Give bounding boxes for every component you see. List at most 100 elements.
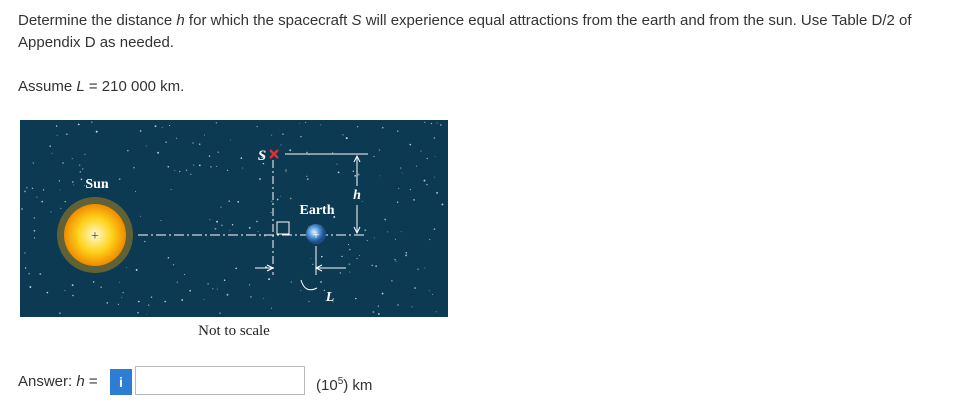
star <box>337 171 340 174</box>
star <box>137 312 139 314</box>
star <box>436 122 438 124</box>
star <box>280 144 282 146</box>
star <box>133 166 135 169</box>
star <box>371 264 373 267</box>
star <box>305 122 307 124</box>
star <box>178 170 181 173</box>
L-leader <box>300 279 318 291</box>
star <box>64 290 66 292</box>
star <box>176 281 178 283</box>
star <box>212 288 214 290</box>
star <box>59 189 61 191</box>
star <box>377 305 379 307</box>
info-icon[interactable]: i <box>110 369 132 395</box>
text: for which the spacecraft <box>184 12 352 29</box>
star <box>310 258 312 259</box>
star <box>339 272 341 274</box>
star <box>373 237 375 239</box>
star <box>106 302 109 304</box>
star <box>347 244 350 246</box>
star <box>29 286 32 288</box>
text: h <box>176 12 185 29</box>
text: Assume <box>18 78 77 95</box>
star <box>396 201 399 203</box>
star <box>56 134 58 136</box>
star <box>167 257 170 259</box>
answer-input[interactable] <box>135 366 305 395</box>
star <box>144 240 146 243</box>
star <box>306 151 308 154</box>
star <box>259 178 261 180</box>
star <box>409 188 412 191</box>
star <box>220 206 222 208</box>
caption: Not to scale <box>198 323 270 339</box>
star <box>154 125 157 128</box>
text: = 210 000 km. <box>84 78 185 95</box>
star <box>366 239 369 242</box>
star <box>396 130 399 132</box>
star <box>417 268 419 270</box>
star <box>264 235 266 237</box>
star <box>285 170 287 172</box>
star <box>122 291 124 294</box>
star <box>139 130 142 132</box>
star <box>381 127 383 129</box>
star <box>28 273 30 275</box>
star <box>185 169 188 171</box>
star <box>397 304 399 306</box>
star <box>426 157 428 160</box>
star <box>332 301 334 303</box>
star <box>348 248 351 251</box>
star <box>43 189 45 191</box>
star <box>219 312 221 314</box>
star <box>193 164 195 166</box>
star <box>261 156 264 159</box>
star <box>36 196 38 198</box>
text: 5 <box>337 376 344 387</box>
star <box>24 252 26 254</box>
star <box>289 197 292 200</box>
star <box>289 149 292 152</box>
star <box>352 170 355 173</box>
star <box>33 237 36 239</box>
star <box>256 126 258 128</box>
star <box>332 152 334 154</box>
star <box>323 289 326 291</box>
text: (10 <box>316 377 338 394</box>
stars <box>21 121 444 316</box>
star <box>41 200 44 203</box>
star <box>364 229 367 232</box>
spacecraft <box>269 149 279 159</box>
star <box>216 220 219 223</box>
star <box>192 142 194 144</box>
star <box>413 198 415 201</box>
h-label: h <box>353 188 361 203</box>
star <box>135 269 138 271</box>
star <box>306 178 309 180</box>
star <box>95 130 98 133</box>
star <box>391 280 393 282</box>
star <box>214 227 217 230</box>
star <box>51 152 53 154</box>
question: Determine the distance h for which the s… <box>18 10 948 54</box>
text: will experience equal attractions from t… <box>18 12 912 51</box>
sun <box>64 204 126 266</box>
star <box>345 137 348 140</box>
text: ) km <box>343 377 373 394</box>
star <box>160 220 162 221</box>
star <box>409 143 412 146</box>
star <box>379 175 381 177</box>
star <box>235 267 237 270</box>
star <box>198 164 201 167</box>
star <box>64 201 66 203</box>
star <box>145 145 147 147</box>
star <box>135 190 137 192</box>
star <box>415 165 418 167</box>
star <box>198 143 201 145</box>
star <box>91 121 93 123</box>
star <box>372 311 375 313</box>
star <box>270 212 272 214</box>
right-angle <box>276 221 290 235</box>
star <box>215 121 218 124</box>
star <box>321 255 323 258</box>
